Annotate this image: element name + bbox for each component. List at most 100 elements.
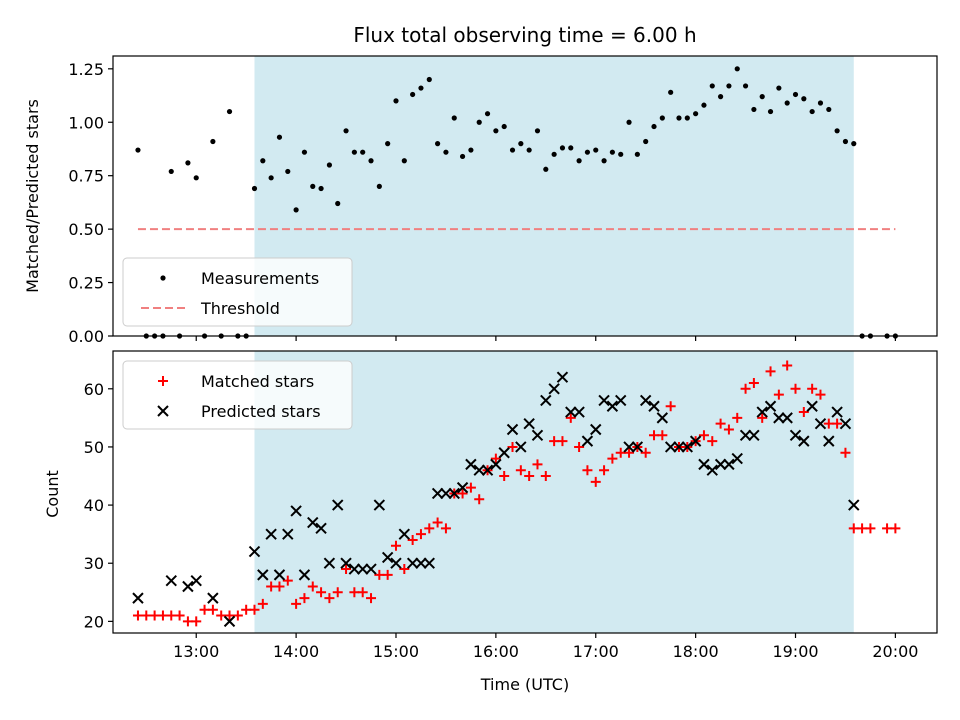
measurements-point [393, 98, 399, 104]
predicted-stars-point [689, 435, 702, 447]
predicted-stars-point [406, 557, 419, 569]
measurements-point [310, 183, 316, 189]
matched-stars-point [432, 517, 443, 528]
matched-stars-point [390, 540, 401, 551]
measurements-point [509, 147, 516, 153]
matched-stars-point [399, 564, 410, 575]
matched-stars-point [357, 587, 368, 598]
y-tick-label: 0.25 [68, 274, 104, 293]
predicted-stars-point [623, 441, 635, 453]
predicted-stars-point [398, 528, 411, 540]
predicted-stars-point [515, 441, 527, 453]
matched-stars-point [382, 569, 393, 580]
predicted-stars-point [731, 452, 743, 465]
measurements-point [834, 128, 840, 134]
matched-stars-point [507, 441, 518, 452]
measurements-point [576, 158, 582, 164]
legend-swatch-matched-stars [158, 376, 168, 386]
predicted-stars-point [498, 447, 510, 459]
matched-stars-point [407, 534, 418, 545]
matched-stars-point [366, 593, 377, 604]
matched-stars-point [540, 471, 551, 482]
matched-stars-point [607, 453, 618, 464]
measurements-point [493, 128, 499, 134]
measurements-point [501, 123, 507, 130]
matched-stars-point [748, 377, 759, 388]
predicted-stars-point [656, 412, 669, 424]
matched-stars-point [798, 407, 809, 418]
matched-stars-point [299, 593, 310, 604]
x-tick-label: 20:00 [872, 642, 918, 661]
measurements-point [326, 162, 333, 168]
matched-stars-point [316, 587, 327, 598]
measurements-point [626, 119, 632, 125]
legend: Matched stars Predicted stars [122, 360, 353, 430]
measurements-point [168, 168, 174, 175]
measurements-point [376, 183, 382, 189]
measurements-point [792, 91, 799, 98]
predicted-stars-point [773, 412, 785, 424]
predicted-stars-point [332, 499, 344, 511]
x-tick-label: 16:00 [473, 642, 519, 661]
predicted-stars-point [265, 528, 277, 540]
measurements-point [343, 128, 349, 134]
predicted-stars-point [540, 394, 552, 407]
matched-stars-point [515, 465, 526, 476]
matched-stars-point [707, 436, 718, 447]
predicted-stars-point [340, 557, 352, 569]
matched-stars-point [865, 523, 876, 534]
predicted-stars-point [282, 528, 294, 540]
measurements-point [543, 166, 549, 172]
predicted-stars-point [356, 563, 369, 575]
measurements-point [668, 89, 674, 95]
matched-stars-point [191, 616, 202, 627]
measurements-point [301, 149, 308, 155]
measurements-point [351, 149, 357, 155]
measurements-point [285, 168, 291, 175]
matched-stars-point [324, 593, 335, 604]
matched-stars-point [565, 412, 576, 423]
predicted-stars-point [681, 441, 694, 453]
measurements-point [426, 76, 432, 83]
predicted-stars-point [190, 574, 202, 587]
shaded-observing-span [254, 56, 854, 336]
measurements-point [767, 108, 774, 115]
predicted-stars-point [639, 394, 652, 407]
predicted-stars-point [248, 545, 261, 558]
y-tick-label: 1.25 [68, 60, 104, 79]
measurements-point [410, 91, 416, 98]
matched-stars-point [757, 412, 768, 423]
matched-stars-point [665, 401, 676, 412]
measurements-point [568, 145, 574, 151]
predicted-stars-point [490, 458, 502, 471]
measurements-point [484, 111, 491, 117]
matched-stars-point [490, 453, 501, 464]
measurements-point [476, 119, 482, 125]
measurements-point [335, 200, 341, 207]
predicted-stars-point [565, 406, 577, 418]
matched-stars-point [698, 430, 709, 441]
legend-label-measurements: Measurements [201, 269, 319, 288]
matched-stars-point [232, 610, 243, 621]
measurements-point [618, 151, 624, 157]
measurements-point [451, 115, 457, 121]
predicted-stars-point [298, 569, 311, 581]
legend-label-threshold: Threshold [200, 299, 280, 318]
predicted-stars-point [365, 563, 377, 575]
predicted-stars-point [806, 400, 818, 412]
measurements-point [276, 134, 283, 140]
predicted-stars-point [756, 406, 768, 418]
legend-label-predicted-stars: Predicted stars [201, 402, 321, 421]
matched-stars-point [207, 604, 218, 615]
measurements-point [734, 66, 740, 72]
measurements-point [759, 94, 765, 100]
predicted-stars-point [556, 371, 569, 383]
predicted-stars-point [448, 487, 460, 500]
x-tick-label: 19:00 [772, 642, 818, 661]
predicted-stars-point [723, 458, 735, 471]
predicted-stars-point [615, 394, 627, 407]
predicted-stars-point [823, 435, 835, 447]
predicted-stars-point [415, 557, 427, 569]
predicted-stars-point [523, 417, 535, 430]
predicted-stars-point [631, 441, 644, 453]
